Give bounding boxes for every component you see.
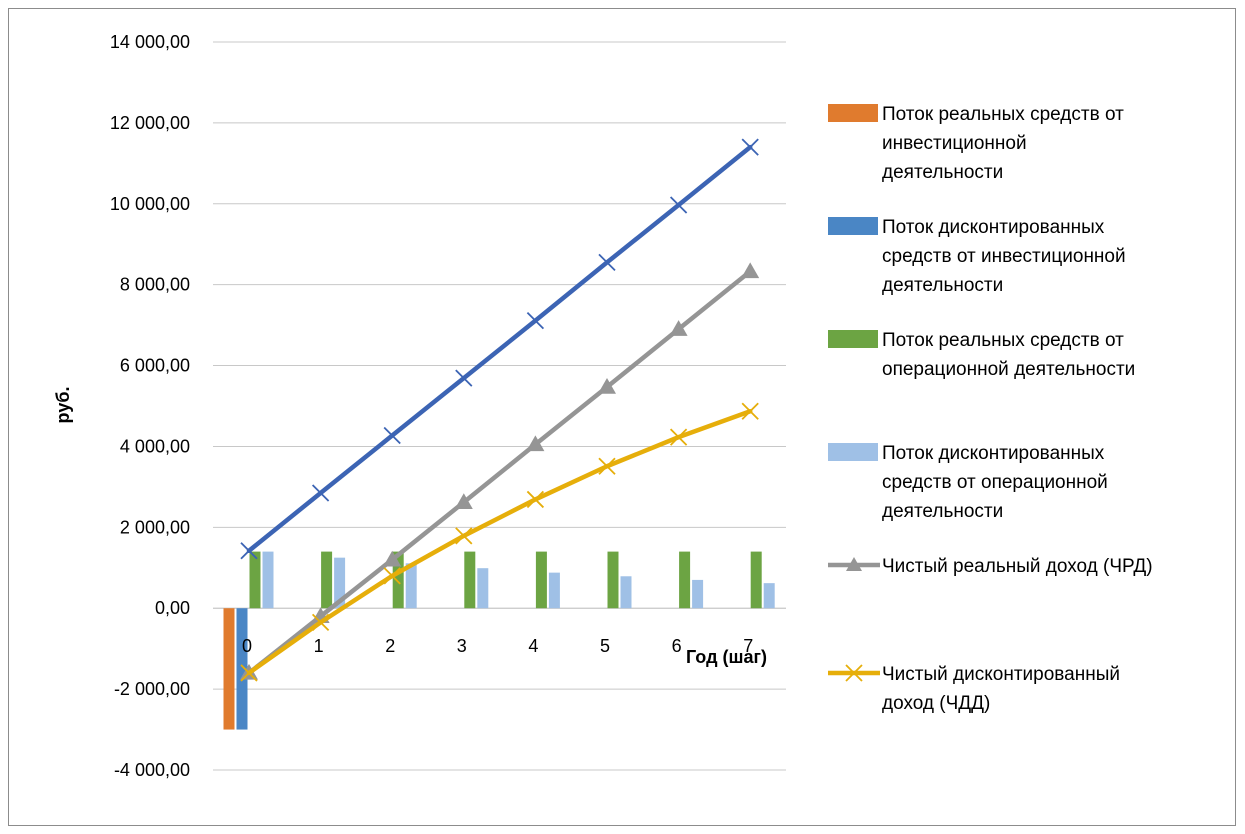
bar — [464, 551, 476, 609]
legend-label: Поток дисконтированных — [882, 443, 1105, 464]
series-line — [246, 144, 753, 554]
y-tick-label: 4 000,00 — [120, 436, 190, 456]
data-point — [741, 138, 759, 156]
data-point — [741, 402, 759, 420]
x-tick-label: 2 — [385, 636, 395, 656]
bar — [535, 551, 547, 609]
legend-label: Поток реальных средств от — [882, 104, 1124, 125]
data-point — [383, 426, 401, 445]
data-point — [454, 493, 473, 510]
x-tick-label: 4 — [528, 636, 538, 656]
data-point — [741, 262, 760, 279]
data-point — [240, 664, 258, 682]
data-point — [383, 550, 402, 567]
data-point — [311, 613, 330, 632]
bars — [223, 551, 775, 730]
bar — [249, 551, 261, 609]
legend-label: инвестиционной — [882, 133, 1027, 154]
bar — [548, 572, 560, 609]
bar — [334, 557, 346, 609]
legend-label: деятельности — [882, 162, 1003, 183]
bar — [321, 551, 333, 609]
legend-label: операционной деятельности — [882, 359, 1135, 380]
bar — [262, 551, 274, 609]
y-tick-label: 2 000,00 — [120, 517, 190, 537]
legend-label: Чистый реальный доход (ЧРД) — [882, 556, 1153, 577]
bar — [223, 608, 235, 730]
chart-frame — [8, 8, 1236, 826]
legend-label: средств от инвестиционной — [882, 246, 1126, 267]
y-tick-label: 8 000,00 — [120, 275, 190, 295]
data-point — [526, 435, 545, 452]
legend: Поток реальных средств от инвестиционной д… — [828, 104, 1153, 714]
data-point — [455, 369, 473, 387]
bar — [692, 579, 704, 609]
legend-swatch — [828, 104, 878, 122]
data-point — [598, 253, 616, 272]
bar — [392, 551, 404, 609]
legend-label: Поток дисконтированных — [882, 217, 1105, 238]
y-tick-label: 10 000,00 — [110, 194, 190, 214]
legend-swatch — [828, 443, 878, 461]
bar — [607, 551, 619, 609]
x-tick-label: 0 — [242, 636, 252, 656]
series-line — [246, 409, 753, 676]
data-point — [526, 490, 545, 509]
y-tick-label: -4 000,00 — [114, 760, 190, 780]
x-axis-title: Год (шаг) — [686, 647, 767, 667]
legend-label: Чистый дисконтированный — [882, 664, 1120, 685]
data-point — [240, 542, 258, 560]
data-point — [598, 377, 616, 394]
bar — [620, 576, 632, 609]
y-tick-label: 12 000,00 — [110, 113, 190, 133]
data-point — [311, 484, 330, 502]
x-tick-label: 7 — [743, 636, 753, 656]
series-lines — [240, 138, 760, 682]
bar — [750, 551, 762, 609]
x-tick-label: 6 — [672, 636, 682, 656]
bar — [236, 608, 248, 730]
legend-label: средств от операционной — [882, 472, 1108, 493]
y-tick-label: 0,00 — [155, 598, 190, 618]
y-tick-label: 14 000,00 — [110, 32, 190, 52]
bar — [679, 551, 691, 609]
x-tick-label: 1 — [314, 636, 324, 656]
y-tick-labels: 14 000,00 12 000,00 10 000,00 8 000,00 6 000… — [110, 32, 190, 780]
data-point — [598, 457, 616, 475]
bar — [477, 568, 489, 609]
bar — [763, 583, 775, 609]
x-tick-label: 3 — [457, 636, 467, 656]
legend-marker — [845, 664, 863, 682]
y-axis-title: руб. — [53, 387, 73, 424]
data-point — [383, 567, 401, 585]
data-point — [455, 527, 473, 545]
data-point — [526, 312, 545, 330]
legend-label: доход (ЧДД) — [882, 693, 990, 714]
legend-label: Поток реальных средств от — [882, 330, 1124, 351]
legend-label: деятельности — [882, 501, 1003, 522]
series-line — [246, 269, 753, 676]
legend-marker — [846, 557, 862, 571]
data-point — [669, 196, 688, 214]
y-tick-label: 6 000,00 — [120, 356, 190, 376]
data-point — [669, 428, 688, 446]
gridlines — [213, 41, 786, 771]
data-point — [669, 320, 688, 336]
legend-label: деятельности — [882, 275, 1003, 296]
legend-swatch — [828, 217, 878, 235]
x-tick-labels: 0 1 2 3 4 5 6 7 — [242, 636, 753, 656]
y-tick-label: -2 000,00 — [114, 679, 190, 699]
x-tick-label: 5 — [600, 636, 610, 656]
legend-swatch — [828, 330, 878, 348]
bar — [405, 563, 417, 609]
